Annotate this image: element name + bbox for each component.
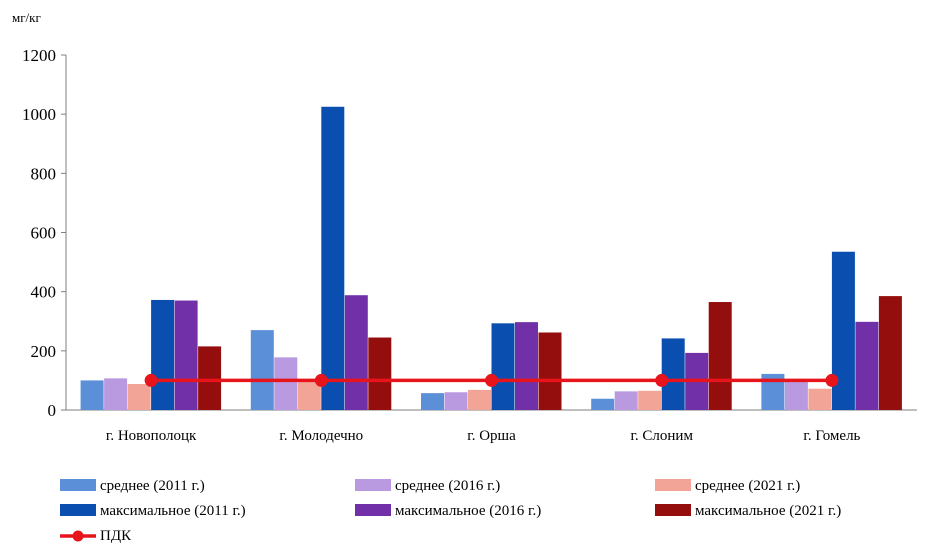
- legend-label: ПДК: [100, 528, 132, 544]
- bar: [297, 378, 321, 410]
- x-tick-label: г. Молодечно: [279, 428, 363, 444]
- legend: среднее (2011 г.) среднее (2016 г.) средне…: [60, 478, 841, 544]
- pdk-marker: [655, 373, 669, 387]
- bar: [831, 251, 855, 410]
- legend-swatch: [60, 504, 96, 516]
- bar: [198, 346, 222, 410]
- bar: [174, 300, 198, 410]
- bar: [808, 388, 832, 410]
- y-tick-label: 400: [31, 283, 57, 302]
- bar: [444, 392, 468, 410]
- bar: [468, 389, 491, 410]
- bar: [761, 373, 785, 410]
- legend-label: максимальное (2011 г.): [100, 503, 246, 519]
- legend-swatch: [355, 479, 391, 491]
- y-tick-label: 200: [31, 342, 57, 361]
- pdk-marker: [314, 373, 328, 387]
- pdk-line: [144, 373, 839, 387]
- bar: [368, 337, 392, 410]
- legend-label: максимальное (2021 г.): [695, 503, 841, 519]
- x-tick-label: г. Слоним: [630, 428, 693, 444]
- bar: [538, 332, 562, 410]
- bar: [250, 330, 274, 410]
- legend-pdk-marker: [72, 530, 84, 542]
- legend-swatch: [655, 479, 691, 491]
- x-tick-label: г. Орша: [467, 428, 516, 444]
- x-axis-labels: г. Новополоцк г. Молодечно г. Орша г. Слони…: [106, 428, 861, 444]
- legend-swatch: [655, 504, 691, 516]
- y-tick-label: 600: [31, 224, 57, 243]
- bar: [344, 295, 368, 410]
- bar: [661, 338, 685, 410]
- x-tick-label: г. Новополоцк: [106, 428, 197, 444]
- bar: [591, 398, 615, 410]
- bar: [421, 393, 444, 410]
- bar: [638, 390, 662, 410]
- bars: [80, 106, 902, 410]
- legend-swatch: [355, 504, 391, 516]
- legend-label: среднее (2011 г.): [100, 478, 205, 494]
- legend-label: среднее (2021 г.): [695, 478, 800, 494]
- y-tick-label: 800: [31, 164, 57, 183]
- bar: [515, 322, 538, 410]
- bar: [878, 296, 902, 410]
- pdk-marker: [485, 373, 498, 387]
- bar: [855, 321, 879, 410]
- y-tick-label: 0: [48, 401, 57, 420]
- pdk-marker: [144, 373, 158, 387]
- bar: [127, 383, 151, 410]
- y-tick-label: 1200: [22, 46, 56, 65]
- bar: [491, 323, 515, 410]
- x-tick-label: г. Гомель: [803, 428, 860, 444]
- legend-label: максимальное (2016 г.): [395, 503, 541, 519]
- y-unit-label: мг/кг: [12, 10, 41, 25]
- legend-swatch: [60, 479, 96, 491]
- bar: [708, 302, 732, 410]
- legend-label: среднее (2016 г.): [395, 478, 500, 494]
- bar: [104, 378, 128, 410]
- bar: [321, 106, 345, 410]
- bar: [80, 380, 104, 410]
- bar: [784, 378, 808, 410]
- pdk-marker: [825, 373, 839, 387]
- bar: [614, 391, 638, 410]
- bar: [151, 299, 175, 410]
- bar: [274, 357, 298, 410]
- y-tick-label: 1000: [22, 105, 56, 124]
